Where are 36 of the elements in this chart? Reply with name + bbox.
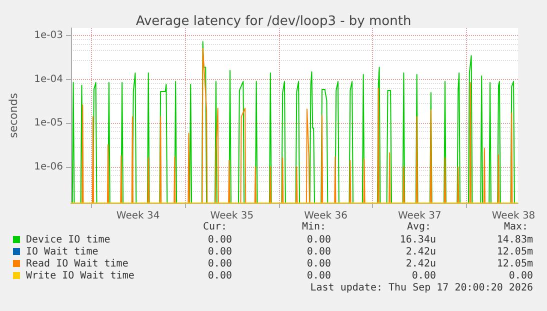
x-tick-label: Week 38 [492, 210, 536, 222]
text: 0.00 [306, 246, 331, 258]
text: 0.00 [306, 234, 331, 246]
legend-label: Device IO time [26, 234, 110, 246]
text: 0.00 [306, 258, 331, 270]
y-tick-label: 1e-06 [34, 161, 63, 172]
y-tick-label: 1e-05 [34, 118, 63, 129]
text: 0.00 [306, 270, 331, 282]
text: Min: [302, 222, 326, 232]
text: 12.05m [496, 258, 533, 270]
text: 0.00 [208, 246, 232, 258]
legend-label: Write IO Wait time [26, 270, 134, 282]
text: 0.00 [208, 234, 232, 246]
text: 12.05m [496, 246, 533, 258]
x-tick-label: Week 35 [210, 210, 254, 222]
text: 0.00 [208, 270, 232, 282]
x-tick-label: Week 36 [304, 210, 348, 222]
text: 0.00 [208, 258, 232, 270]
text: 14.83m [496, 234, 533, 246]
text: Cur: [202, 222, 228, 232]
text: Last update: Thu Sep 17 20:00:20 2026 [310, 282, 533, 294]
legend-label: Read IO Wait time [26, 258, 128, 270]
y-axis-title: seconds [7, 92, 20, 138]
y-tick-label: 1e-04 [34, 74, 63, 85]
legend-label: IO Wait time [26, 246, 98, 258]
text: Max: [504, 222, 528, 232]
text: 16.34u [400, 234, 436, 246]
x-tick-label: Week 34 [116, 210, 160, 222]
text: 2.42u [406, 258, 436, 270]
chart-title: Average latency for /dev/loop3 - by month [136, 14, 412, 29]
y-tick-label: 1e-03 [34, 30, 63, 42]
text: 2.42u [406, 246, 436, 258]
text: 0.00 [412, 270, 436, 282]
x-tick-label: Week 37 [398, 210, 442, 222]
text: 0.00 [508, 270, 533, 282]
text: Avg: [406, 222, 432, 232]
